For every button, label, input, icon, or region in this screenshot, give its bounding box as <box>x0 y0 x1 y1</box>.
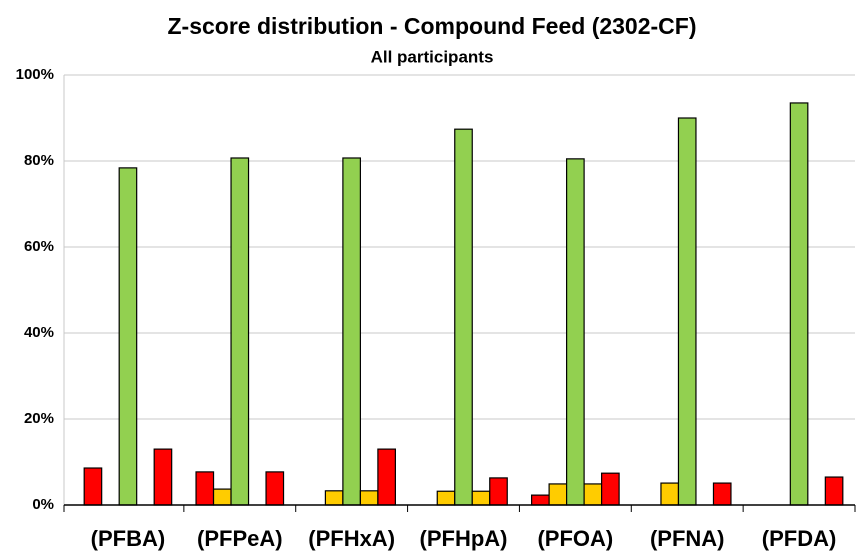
bar <box>212 488 232 506</box>
bar <box>195 471 215 506</box>
y-tick-label: 40% <box>24 324 54 341</box>
bar <box>660 482 680 506</box>
x-tick-label: (PFPeA) <box>197 526 283 551</box>
y-tick-label: 60% <box>24 238 54 255</box>
bar <box>454 128 473 506</box>
bar <box>824 476 844 506</box>
bar <box>583 483 603 506</box>
bar <box>677 117 697 506</box>
bar <box>489 477 508 506</box>
bar <box>377 448 396 506</box>
bar <box>436 490 456 506</box>
x-tick-label: (PFNA) <box>650 526 725 551</box>
x-tick-label: (PFHpA) <box>420 526 508 551</box>
bar <box>531 494 550 506</box>
bar <box>324 490 344 506</box>
y-tick-label: 80% <box>24 152 54 169</box>
y-tick-label: 100% <box>16 66 54 83</box>
bar <box>230 157 250 506</box>
bar <box>548 483 568 506</box>
bar <box>712 482 732 506</box>
bar <box>566 158 585 506</box>
bar <box>601 472 620 506</box>
bar <box>342 157 361 506</box>
bar <box>359 490 379 506</box>
bar <box>789 102 809 506</box>
x-tick-label: (PFOA) <box>537 526 613 551</box>
bar <box>118 167 138 506</box>
y-tick-label: 20% <box>24 410 54 427</box>
x-tick-label: (PFDA) <box>762 526 837 551</box>
chart-subtitle: All participants <box>371 47 494 66</box>
x-tick-label: (PFHxA) <box>308 526 395 551</box>
y-tick-label: 0% <box>32 496 54 513</box>
chart-title: Z-score distribution - Compound Feed (23… <box>167 13 696 39</box>
bar <box>83 467 103 506</box>
x-tick-label: (PFBA) <box>91 526 166 551</box>
bar <box>153 448 173 506</box>
bar <box>265 471 285 506</box>
bar <box>471 490 491 506</box>
